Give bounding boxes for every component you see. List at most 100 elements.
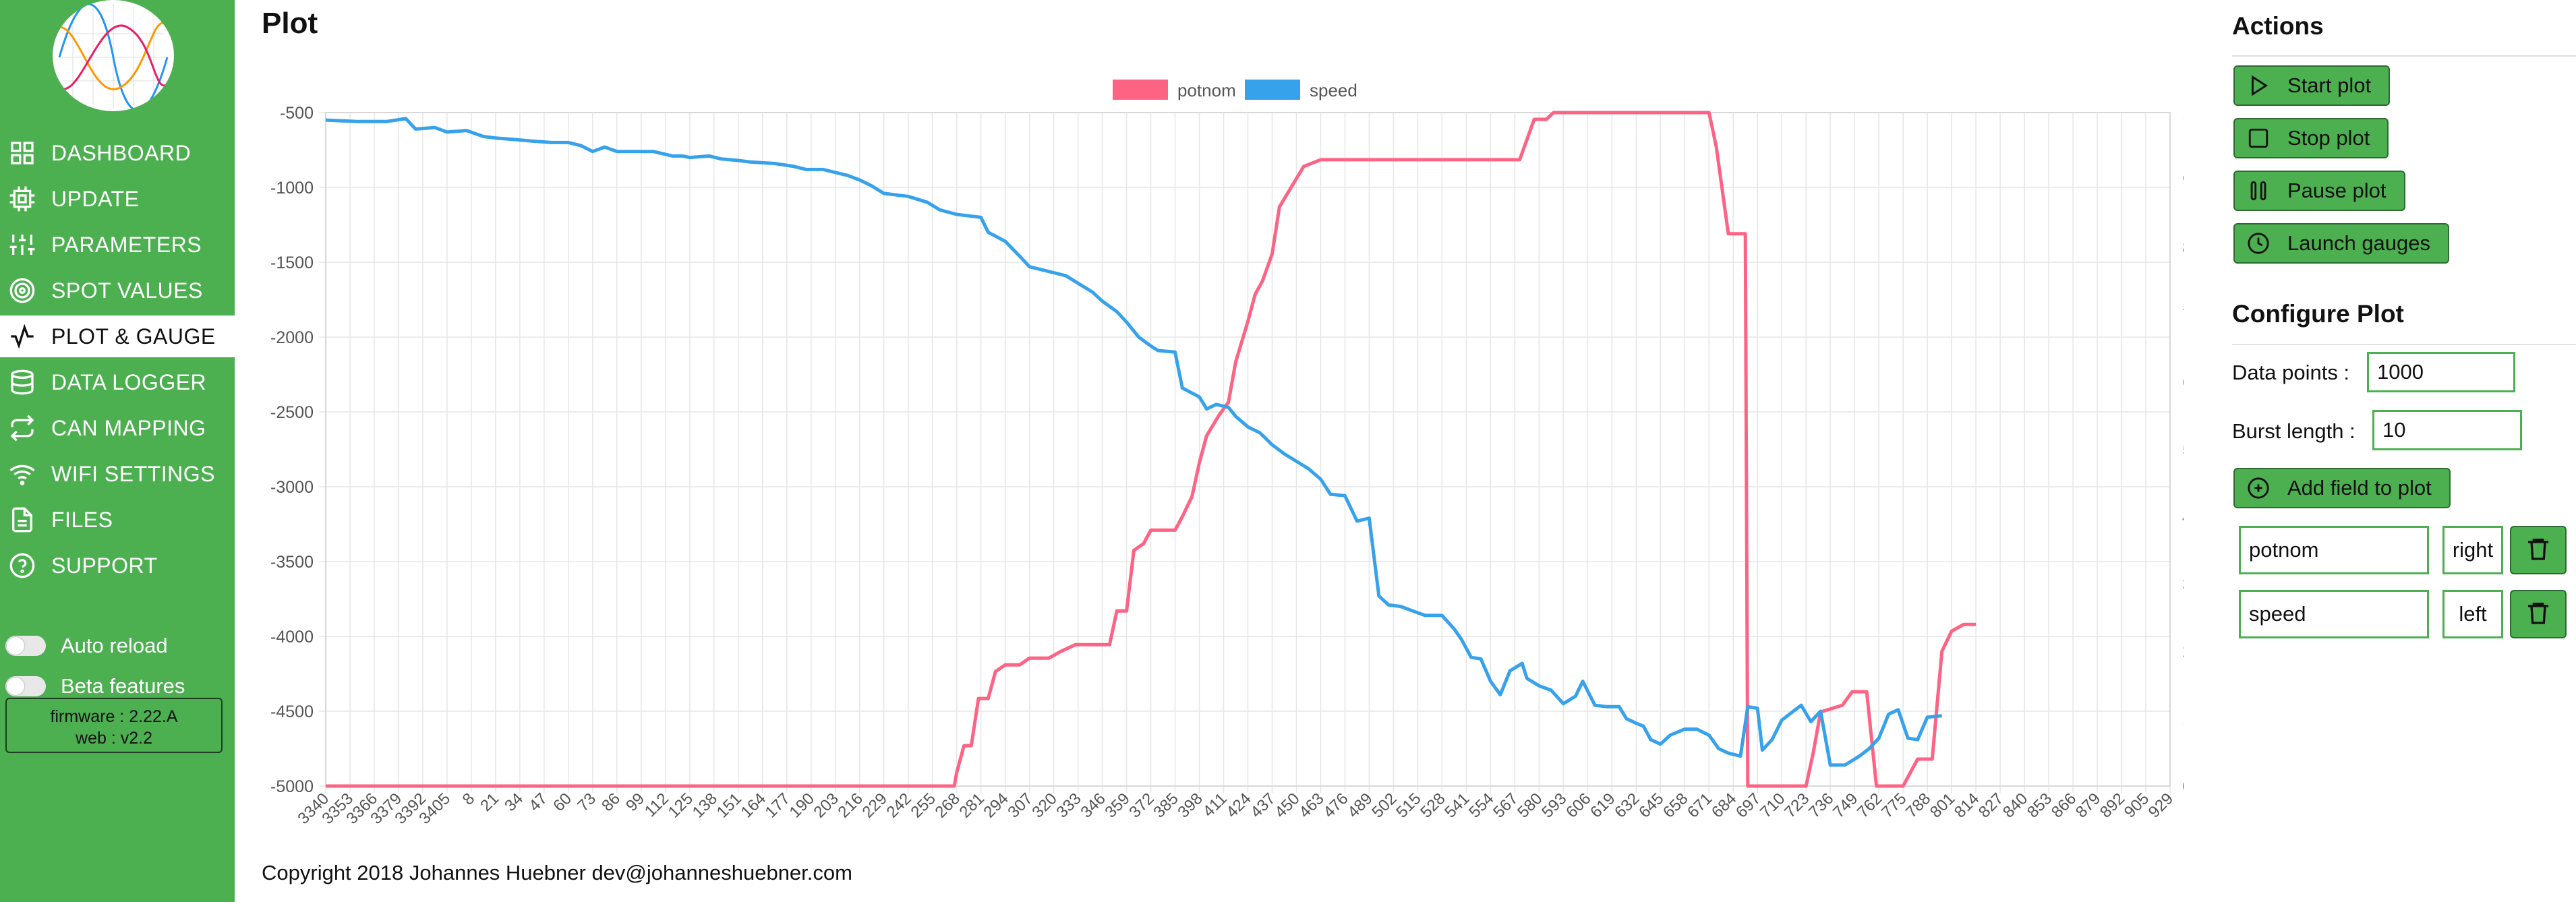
left-axis-tick-label: -3500 [270,553,314,572]
beta-features-toggle[interactable] [5,676,46,696]
pause-icon [2246,178,2271,204]
plot-field-name-input[interactable] [2239,590,2429,638]
sidebar-item-wifi-settings[interactable]: WIFI SETTINGS [0,453,235,495]
data-points-label: Data points : [2232,361,2350,384]
target-icon [5,274,39,307]
x-axis-tick-label: 21 [477,789,502,815]
legend-swatch [1245,80,1300,100]
start-plot-button[interactable]: Start plot [2233,65,2391,106]
left-axis-tick-label: -4000 [270,628,314,647]
right-axis: 1009080706050403020100 [2182,104,2184,796]
right-axis-tick-label: 60 [2182,373,2184,392]
chip-icon [5,182,39,216]
stop-icon [2246,125,2271,151]
delete-field-button[interactable] [2510,590,2567,638]
right-axis-tick-label: 30 [2182,575,2184,594]
sidebar-item-parameters[interactable]: PARAMETERS [0,224,235,266]
trash-icon [2525,598,2552,631]
start-plot-label: Start plot [2287,73,2372,97]
activity-icon [5,320,39,353]
plot-field-name-input[interactable] [2239,526,2429,574]
left-axis-tick-label: -5000 [270,777,314,796]
database-icon [5,365,39,399]
pause-plot-button[interactable]: Pause plot [2233,171,2405,211]
sidebar-item-update[interactable]: UPDATE [0,178,235,220]
sidebar-item-plot-gauge[interactable]: PLOT & GAUGE [0,315,235,357]
series-line-speed [325,117,1942,767]
right-axis-tick-label: 0 [2182,777,2184,796]
sidebar-item-label: SUPPORT [51,553,158,578]
right-axis-tick-label: 50 [2182,441,2184,460]
left-axis-tick-label: -500 [280,104,314,123]
configure-divider [2232,344,2576,345]
sliders-icon [5,228,39,262]
add-field-button[interactable]: Add field to plot [2233,468,2451,508]
right-axis-tick-label: 10 [2182,710,2184,729]
add-field-label: Add field to plot [2287,476,2432,500]
configure-plot-title: Configure Plot [2232,300,2404,328]
delete-field-button[interactable] [2510,526,2567,574]
sidebar-item-files[interactable]: FILES [0,499,235,541]
web-version: web : v2.2 [76,729,152,748]
wifi-icon [5,457,39,491]
sidebar-item-label: UPDATE [51,186,140,211]
actions-divider [2232,55,2576,57]
play-icon [2246,73,2271,98]
burst-length-input[interactable] [2372,410,2522,450]
auto-reload-toggle[interactable] [5,636,46,656]
right-axis-tick-label: 90 [2182,171,2184,190]
dashboard-grid-icon [5,136,39,170]
sidebar: DASHBOARD UPDATE PARAMETERS SPOT VALUES … [0,0,235,902]
sidebar-item-can-mapping[interactable]: CAN MAPPING [0,407,235,449]
legend-item-speed[interactable]: speed [1245,80,1357,100]
trash-icon [2525,534,2552,567]
stop-plot-label: Stop plot [2287,126,2370,150]
left-axis-tick-label: -2000 [270,328,314,347]
burst-length-label: Burst length : [2232,419,2355,443]
legend-item-potnom[interactable]: potnom [1113,80,1236,100]
sidebar-item-label: WIFI SETTINGS [51,461,215,486]
left-axis: -500 -1000 -1500 -2000 -2500 -3000 -3500 -4000 -… [270,104,314,796]
auto-reload-toggle-row: Auto reload [5,634,168,658]
right-axis-tick-label: 40 [2182,508,2184,527]
left-axis-tick-label: -4500 [270,702,314,721]
auto-reload-label: Auto reload [61,634,168,657]
legend-swatch [1113,80,1168,100]
help-circle-icon [5,549,39,582]
plus-circle-icon [2246,475,2271,501]
plot-field-axis-select[interactable]: right [2442,526,2503,574]
sidebar-item-spot-values[interactable]: SPOT VALUES [0,270,235,311]
x-axis-tick-label: 47 [525,789,551,815]
sidebar-item-support[interactable]: SUPPORT [0,545,235,587]
actions-title: Actions [2232,12,2324,40]
sidebar-item-label: CAN MAPPING [51,415,206,440]
launch-gauges-label: Launch gauges [2287,231,2431,255]
sidebar-item-data-logger[interactable]: DATA LOGGER [0,361,235,403]
file-icon [5,503,39,537]
sidebar-item-label: SPOT VALUES [51,278,203,303]
x-axis-tick-label: 929 [2145,789,2177,821]
right-axis-tick-label: 100 [2182,104,2184,123]
stop-plot-button[interactable]: Stop plot [2233,118,2389,158]
launch-gauges-button[interactable]: Launch gauges [2233,223,2450,264]
chart-series [325,111,1977,788]
sidebar-item-dashboard[interactable]: DASHBOARD [0,132,235,174]
page-title: Plot [262,7,318,40]
repeat-icon [5,411,39,445]
data-points-input[interactable] [2367,352,2515,392]
sidebar-item-label: DATA LOGGER [51,369,207,394]
legend-label: speed [1310,80,1357,100]
plot-field-axis-select[interactable]: left [2442,590,2503,638]
firmware-version: firmware : 2.22.A [50,707,178,726]
x-axis-tick-label: 73 [574,789,599,815]
left-axis-tick-label: -1500 [270,253,314,272]
right-axis-tick-label: 20 [2182,642,2184,661]
right-axis-tick-label: 80 [2182,239,2184,258]
beta-features-label: Beta features [61,674,185,698]
x-axis-tick-label: 34 [501,789,527,815]
beta-features-toggle-row: Beta features [5,674,185,698]
plot-chart: potnom speed -500 -1000 -1500 -2000 -2500 -300… [270,80,2184,828]
x-axis-tick-label: 8 [459,789,479,809]
sidebar-item-label: PLOT & GAUGE [51,324,216,349]
logo [53,0,174,111]
